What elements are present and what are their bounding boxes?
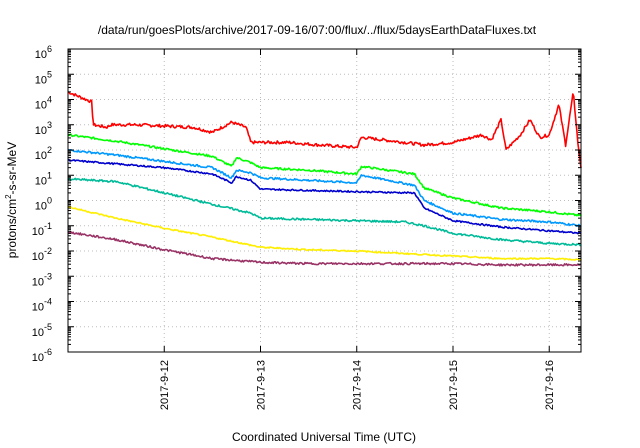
- y-tick-label-base: 10: [35, 150, 47, 162]
- x-tick-label: 2017-9-15: [448, 360, 460, 410]
- y-tick-label: 10-3: [32, 271, 52, 288]
- y-tick-label: 101: [35, 170, 52, 187]
- y-tick-label-exponent: -2: [44, 246, 52, 256]
- y-tick-label-exponent: 4: [47, 95, 52, 105]
- x-tick-label: 2017-9-12: [159, 360, 171, 410]
- y-tick-label: 103: [35, 120, 52, 137]
- y-tick-label: 100: [35, 196, 52, 213]
- y-axis-label: protons/cm2-s-sr-MeV: [4, 142, 19, 258]
- y-tick-label-base: 10: [32, 327, 44, 339]
- y-tick-label-base: 10: [32, 352, 44, 364]
- y-tick-label-exponent: -1: [44, 221, 52, 231]
- y-tick-label-base: 10: [35, 175, 47, 187]
- y-tick-labels: 10610510410310210110010-110-210-310-410-…: [32, 44, 52, 364]
- y-tick-label-exponent: -5: [44, 322, 52, 332]
- y-tick-label-exponent: 0: [47, 196, 52, 206]
- y-tick-label-base: 10: [32, 251, 44, 263]
- y-tick-label: 102: [35, 145, 52, 162]
- y-tick-label-base: 10: [35, 74, 47, 86]
- x-axis-label: Coordinated Universal Time (UTC): [232, 430, 416, 444]
- y-tick-label-base: 10: [32, 302, 44, 314]
- y-tick-label-exponent: 5: [47, 69, 52, 79]
- y-tick-label-exponent: -3: [44, 271, 52, 281]
- y-axis-label-superscript: 2: [4, 194, 13, 199]
- y-tick-label-base: 10: [35, 201, 47, 213]
- y-tick-label-base: 10: [35, 125, 47, 137]
- y-tick-label-exponent: -4: [44, 297, 52, 307]
- y-tick-label: 10-5: [32, 322, 52, 339]
- series-line-3: [67, 148, 582, 227]
- y-tick-label-exponent: 2: [47, 145, 52, 155]
- series-line-6: [67, 206, 582, 261]
- y-tick-label: 10-2: [32, 246, 52, 263]
- y-tick-label: 104: [35, 95, 52, 112]
- y-tick-label-base: 10: [32, 226, 44, 238]
- series-line-4: [67, 158, 582, 235]
- y-tick-label: 10-1: [32, 221, 52, 238]
- y-tick-label-base: 10: [35, 49, 47, 61]
- y-tick-label-exponent: -6: [44, 347, 52, 357]
- chart-title: /data/run/goesPlots/archive/2017-09-16/0…: [98, 23, 537, 37]
- y-tick-label: 10-6: [32, 347, 52, 364]
- x-tick-labels: 2017-9-12 2017-9-13 2017-9-14 2017-9-15 2017…: [159, 360, 556, 410]
- series-line-1: [67, 91, 582, 169]
- x-tick-label: 2017-9-16: [544, 360, 556, 410]
- series-line-5: [67, 177, 582, 247]
- tick-layer: [68, 48, 581, 353]
- y-tick-label: 106: [35, 44, 52, 61]
- y-tick-label-base: 10: [35, 100, 47, 112]
- x-tick-label: 2017-9-14: [352, 360, 364, 410]
- y-tick-label: 10-4: [32, 297, 52, 314]
- y-tick-label-base: 10: [32, 276, 44, 288]
- y-tick-label-exponent: 1: [47, 170, 52, 180]
- series-layer: [67, 91, 582, 267]
- series-line-7: [67, 231, 582, 267]
- y-axis-label-prefix: protons/cm: [5, 199, 19, 258]
- y-axis-label-suffix: -s-sr-MeV: [5, 142, 19, 195]
- y-tick-label-exponent: 3: [47, 120, 52, 130]
- y-tick-label: 105: [35, 69, 52, 86]
- y-tick-label-exponent: 6: [47, 44, 52, 54]
- x-tick-label: 2017-9-13: [255, 360, 267, 410]
- series-line-2: [68, 133, 582, 217]
